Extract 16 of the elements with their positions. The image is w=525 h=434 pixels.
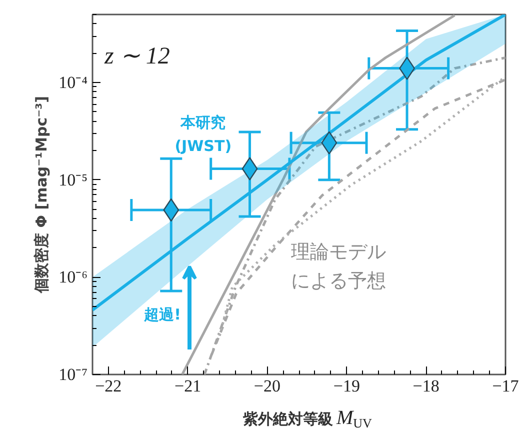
annotation: 超過! (143, 306, 181, 324)
y-tick-label: 10⁻⁷ (58, 365, 88, 384)
x-tick-label: −19 (333, 376, 360, 396)
x-tick-label: −22 (95, 376, 122, 396)
x-tick-label: −18 (412, 376, 440, 396)
annotation: 理論モデルによる予想 (291, 241, 386, 292)
x-tick-label: −21 (174, 376, 202, 396)
y-tick-label: 10⁻⁵ (58, 170, 88, 190)
series-label: 本研究 (JWST) (174, 114, 232, 156)
x-axis-title: 紫外絶対等級 M$_{UV}$ (243, 407, 372, 430)
x-tick-label: −17 (492, 376, 520, 396)
y-axis-title: 個数密度 Φ [mag⁻¹Mpc⁻³] (32, 96, 51, 294)
x-tick-label: −20 (254, 376, 281, 396)
y-tick-label: 10⁻⁴ (58, 73, 88, 92)
annotation: z ∼ 12 (104, 44, 170, 70)
y-tick-label: 10⁻⁶ (58, 268, 88, 287)
